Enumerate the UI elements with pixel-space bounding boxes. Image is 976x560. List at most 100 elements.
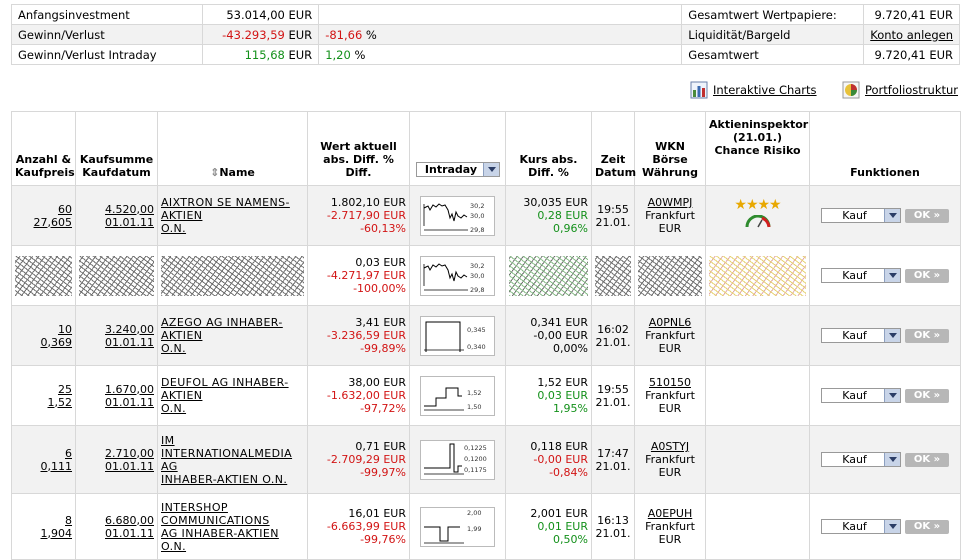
summary-pct: 1,20 % <box>318 44 683 65</box>
wert-cell: 0,03 EUR -4.271,97 EUR -100,00% <box>307 245 410 306</box>
interactive-charts-link-wrap[interactable]: Interaktive Charts <box>690 81 817 99</box>
wkn-link[interactable]: A0STYJ <box>650 440 690 453</box>
col-zeit[interactable]: Zeit Datum <box>591 111 636 186</box>
action-select[interactable]: Kauf <box>821 452 901 467</box>
wkn-link[interactable]: A0EPUH <box>647 507 693 520</box>
col-wkn[interactable]: WKN Börse Währung <box>634 111 706 186</box>
portfolio-summary: Anfangsinvestment 53.014,00 EUR Gesamtwe… <box>11 4 960 65</box>
chart-period-select[interactable]: Intraday <box>415 162 500 177</box>
kaufdatum-link[interactable]: 01.01.11 <box>105 395 154 409</box>
kaufsumme-link[interactable]: 1.670,00 <box>105 382 154 396</box>
anzahl-link[interactable]: 60 <box>58 202 72 216</box>
kaufsumme-cell-redacted <box>75 245 158 306</box>
zeit-cell: 19:55 21.01. <box>591 185 635 246</box>
toolbar-links: Interaktive Charts Portfoliostruktur <box>0 81 976 103</box>
wkn-cell: A0WMPJ Frankfurt EUR <box>634 185 706 246</box>
kaufpreis-link[interactable]: 0,369 <box>40 335 73 349</box>
kaufpreis-link[interactable]: 0,111 <box>40 459 73 473</box>
col-kaufsumme[interactable]: Kaufsumme Kaufdatum <box>75 111 158 186</box>
funktionen-cell: Kauf OK » <box>809 245 961 306</box>
kaufsumme-link[interactable]: 3.240,00 <box>105 322 154 336</box>
kaufpreis-link[interactable]: 1,904 <box>40 526 73 540</box>
intraday-sparkline[interactable]: 2,00 1,99 <box>420 506 495 547</box>
col-name[interactable]: ⇕Name <box>157 111 308 186</box>
chevron-down-icon <box>884 209 900 222</box>
ok-button[interactable]: OK » <box>905 328 949 343</box>
redacted-noise <box>161 255 304 296</box>
anzahl-link[interactable]: 25 <box>58 382 72 396</box>
wkn-cell: A0EPUH Frankfurt EUR <box>634 493 706 560</box>
intraday-sparkline[interactable]: 1,52 1,50 <box>420 375 495 416</box>
intraday-sparkline[interactable]: 0,1225 0,1200 0,1175 <box>420 439 495 480</box>
ok-button[interactable]: OK » <box>905 388 949 403</box>
wert-cell: 3,41 EUR -3.236,59 EUR -99,89% <box>307 305 410 366</box>
action-select[interactable]: Kauf <box>821 328 901 343</box>
kaufpreis-link[interactable]: 1,52 <box>47 395 73 409</box>
konto-anlegen-link[interactable]: Konto anlegen <box>870 27 953 42</box>
name-cell: DEUFOL AG INHABER- AKTIEN O.N. <box>157 365 308 426</box>
ok-button[interactable]: OK » <box>905 519 949 534</box>
anzahl-cell-redacted <box>11 245 76 306</box>
kaufdatum-link[interactable]: 01.01.11 <box>105 335 154 349</box>
stock-name-link[interactable]: AZEGO AG INHABER- AKTIEN O.N. <box>161 316 283 355</box>
ok-button[interactable]: OK » <box>905 452 949 467</box>
interactive-charts-link[interactable]: Interaktive Charts <box>713 83 817 97</box>
table-row: 60 27,605 4.520,00 01.01.11 AIXTRON SE NAM… <box>11 185 961 246</box>
kaufsumme-link[interactable]: 6.680,00 <box>105 513 154 527</box>
intraday-sparkline[interactable]: 0,345 0,340 <box>420 315 495 356</box>
spark-cell: 0,1225 0,1200 0,1175 <box>409 425 506 494</box>
table-row: 6 0,111 2.710,00 01.01.11 IM INTERNATIONALM… <box>11 425 961 494</box>
col-anzahl[interactable]: Anzahl & Kaufpreis <box>11 111 76 186</box>
spark-tick-label: 30,0 <box>470 272 484 280</box>
stock-name-link[interactable]: DEUFOL AG INHABER- AKTIEN O.N. <box>161 376 289 415</box>
kaufsumme-cell: 4.520,00 01.01.11 <box>75 185 158 246</box>
wkn-link[interactable]: A0PNL6 <box>648 316 692 329</box>
wert-cell: 16,01 EUR -6.663,99 EUR -99,76% <box>307 493 410 560</box>
kaufdatum-link[interactable]: 01.01.11 <box>105 215 154 229</box>
col-wert[interactable]: Wert aktuell abs. Diff. % Diff. <box>307 111 410 186</box>
portfolio-structure-link[interactable]: Portfoliostruktur <box>865 83 959 97</box>
wert-cell: 1.802,10 EUR -2.717,90 EUR -60,13% <box>307 185 410 246</box>
spark-tick-label: 30,2 <box>470 202 484 210</box>
redacted-noise <box>595 255 631 296</box>
summary-value: 115,68 EUR <box>201 44 320 65</box>
col-inspektor: Aktieninspektor (21.01.) Chance Risiko <box>705 111 810 186</box>
ok-button[interactable]: OK » <box>905 268 949 283</box>
portfolio-structure-link-wrap[interactable]: Portfoliostruktur <box>842 81 958 99</box>
risk-gauge-icon[interactable] <box>744 214 772 229</box>
wkn-link[interactable]: 510150 <box>649 376 691 389</box>
anzahl-link[interactable]: 6 <box>65 446 72 460</box>
kaufsumme-link[interactable]: 4.520,00 <box>105 202 154 216</box>
summary-right-label: Gesamtwert Wertpapiere: <box>681 4 865 25</box>
col-kurs[interactable]: Kurs abs. Diff. % <box>505 111 592 186</box>
intraday-sparkline[interactable]: 30,2 30,0 29,8 <box>420 195 495 236</box>
action-select[interactable]: Kauf <box>821 208 901 223</box>
stock-name-link[interactable]: INTERSHOP COMMUNICATIONS AG INHABER-AKTIEN… <box>161 500 279 553</box>
ok-button[interactable]: OK » <box>905 208 949 223</box>
wkn-cell: 510150 Frankfurt EUR <box>634 365 706 426</box>
anzahl-link[interactable]: 10 <box>58 322 72 336</box>
spark-tick-label: 1,50 <box>467 403 481 411</box>
kaufdatum-link[interactable]: 01.01.11 <box>105 459 154 473</box>
anzahl-link[interactable]: 8 <box>65 513 72 527</box>
action-select[interactable]: Kauf <box>821 268 901 283</box>
chart-icon <box>690 81 708 99</box>
chevron-down-icon <box>884 329 900 342</box>
table-row: 8 1,904 6.680,00 01.01.11 INTERSHOP COMMUNI… <box>11 493 961 560</box>
kaufdatum-link[interactable]: 01.01.11 <box>105 526 154 540</box>
zeit-cell-redacted <box>591 245 635 306</box>
wkn-link[interactable]: A0WMPJ <box>647 196 693 209</box>
summary-value: -43.293,59 EUR <box>201 24 320 45</box>
funktionen-cell: Kauf OK » <box>809 493 961 560</box>
funktionen-cell: Kauf OK » <box>809 365 961 426</box>
action-select[interactable]: Kauf <box>821 519 901 534</box>
intraday-sparkline[interactable]: 30,2 30,0 29,8 <box>420 255 495 296</box>
summary-label: Gewinn/Verlust Intraday <box>11 44 203 65</box>
chance-stars[interactable]: ★★★★ <box>734 197 781 213</box>
stock-name-link[interactable]: AIXTRON SE NAMENS- AKTIEN O.N. <box>161 196 290 235</box>
stock-name-link[interactable]: IM INTERNATIONALMEDIA AG INHABER-AKTIEN O.N… <box>161 433 293 486</box>
kaufpreis-link[interactable]: 27,605 <box>33 215 73 229</box>
inspektor-cell <box>705 305 810 366</box>
kaufsumme-link[interactable]: 2.710,00 <box>105 446 154 460</box>
action-select[interactable]: Kauf <box>821 388 901 403</box>
